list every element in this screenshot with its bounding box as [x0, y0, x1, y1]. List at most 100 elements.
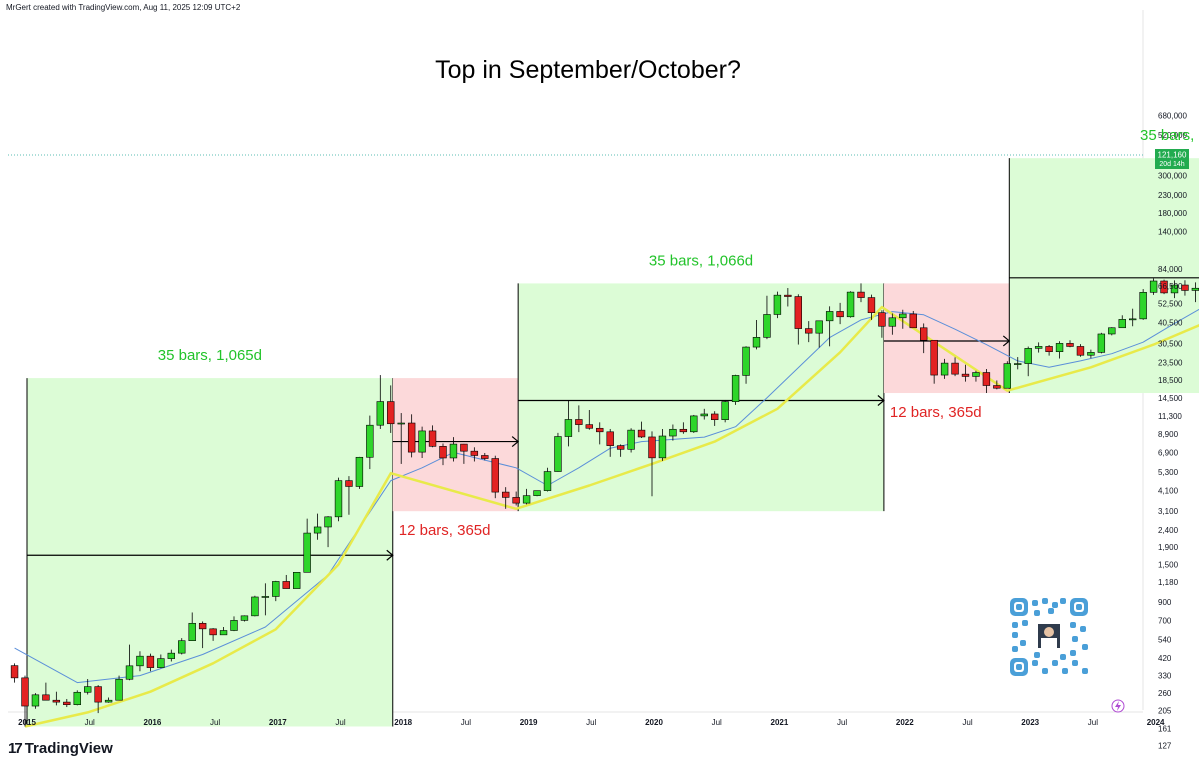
candle-body [1003, 363, 1012, 389]
candle [209, 628, 217, 641]
candle-body [731, 375, 740, 402]
candle [481, 452, 489, 461]
candle-body [198, 622, 207, 630]
candle-body [658, 435, 667, 459]
bull-cycle-zone [1009, 158, 1199, 394]
candle [313, 513, 322, 540]
candle-body [261, 596, 270, 598]
candle-body [188, 622, 196, 641]
candle-body [575, 419, 583, 425]
candle-body [1097, 333, 1106, 353]
last-price-marker: 121,160 20d 14h [8, 149, 1189, 169]
candle-body [919, 327, 928, 341]
candle [387, 385, 395, 433]
candle [21, 675, 29, 727]
candle-body [292, 571, 301, 589]
candle-body [763, 314, 771, 338]
candle-body [1181, 284, 1189, 291]
candle-body [522, 495, 531, 504]
candle-body [512, 497, 520, 504]
time-tick-label: Jul [85, 718, 95, 727]
candle [146, 653, 155, 672]
price-tick-label: 180,000 [1158, 209, 1187, 218]
candle-body [10, 665, 19, 679]
candle-body [1139, 292, 1147, 320]
tradingview-logo[interactable]: 17 TradingView [8, 740, 113, 757]
candle-body [1129, 318, 1137, 321]
candle [596, 422, 604, 445]
candle [1181, 280, 1189, 296]
candle-body [136, 655, 144, 667]
chart-title: Top in September/October? [435, 56, 741, 84]
candle [188, 612, 196, 641]
time-tick-label: Jul [1088, 718, 1098, 727]
candle-body [543, 471, 552, 491]
candle-body [637, 429, 646, 438]
zone-labels-layer: 35 bars, 1,065d 12 bars, 365d 35 bars, 1,0… [158, 127, 1199, 539]
candle [157, 654, 165, 669]
candle [909, 310, 917, 329]
candle [993, 380, 1001, 390]
price-tick-label: 127 [1158, 742, 1172, 751]
candle-body [1087, 352, 1095, 356]
candle [1118, 315, 1126, 329]
time-tick-label: 2020 [645, 718, 663, 727]
candle [470, 447, 479, 462]
tradingview-mark-icon: 17 [8, 740, 23, 757]
arrow-head [877, 395, 885, 406]
candle [115, 675, 123, 701]
candle [1108, 327, 1116, 336]
candle-body [491, 458, 499, 493]
candle-body [439, 446, 447, 459]
candle-body [993, 385, 1001, 389]
candle [303, 518, 311, 573]
candle [272, 580, 280, 602]
lightning-icon[interactable] [1111, 699, 1125, 713]
candle-body [1191, 287, 1199, 291]
candle-body [272, 581, 280, 597]
chart-credit: MrGert created with TradingView.com, Aug… [6, 3, 241, 12]
candle-body [836, 311, 844, 318]
candle [345, 476, 353, 515]
candle [658, 428, 667, 461]
candle-body [1170, 284, 1179, 294]
candle-body [899, 313, 907, 319]
candle [449, 437, 458, 462]
arrow-head [1002, 335, 1011, 347]
time-tick-label: 2022 [896, 718, 914, 727]
candle [1066, 340, 1074, 348]
time-tick-label: Jul [586, 718, 596, 727]
candle [522, 488, 531, 505]
candle-body [721, 401, 729, 420]
arrow-head [511, 436, 520, 448]
candle [846, 291, 855, 318]
candle-body [73, 691, 81, 705]
candle-body [805, 328, 813, 334]
candle [512, 491, 520, 506]
candle [543, 467, 552, 492]
candle [418, 426, 426, 458]
price-tick-label: 11,300 [1158, 412, 1182, 421]
candle-body [418, 430, 426, 453]
candle-body [1076, 346, 1085, 356]
candle-body [1034, 346, 1043, 349]
candle-body [982, 372, 991, 386]
time-tick-label: 2024 [1147, 718, 1165, 727]
candle [376, 375, 384, 429]
price-tick-label: 6,900 [1158, 448, 1179, 457]
candle [10, 663, 19, 683]
candle-body [878, 312, 886, 327]
candle [1097, 332, 1106, 354]
candle-body [52, 699, 61, 703]
price-tick-label: 40,500 [1158, 319, 1183, 328]
candle-body [104, 699, 113, 703]
candle-body [825, 311, 834, 322]
candle [31, 693, 40, 709]
candle-body [784, 294, 792, 297]
candle-body [679, 428, 688, 433]
candle [951, 357, 959, 377]
candle-body [533, 490, 541, 496]
price-tick-label: 680,000 [1158, 111, 1187, 120]
